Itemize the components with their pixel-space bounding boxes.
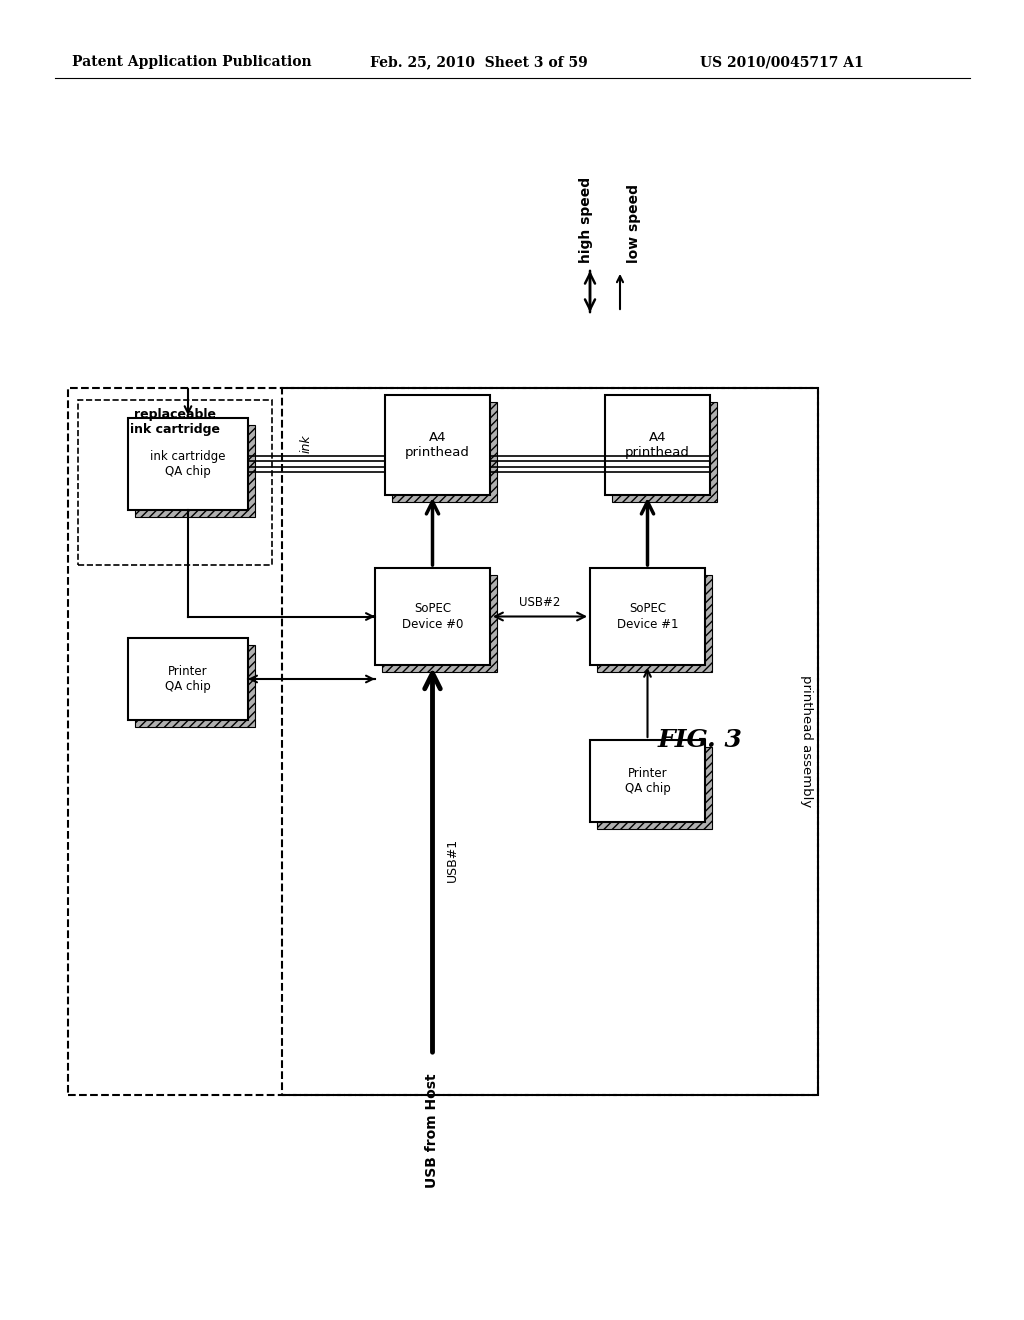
Bar <box>282 388 818 1096</box>
Bar <box>597 747 712 829</box>
Bar <box>375 568 490 665</box>
Bar <box>78 400 272 565</box>
Bar <box>382 576 497 672</box>
Text: low speed: low speed <box>627 183 641 263</box>
Text: US 2010/0045717 A1: US 2010/0045717 A1 <box>700 55 864 69</box>
Bar <box>128 638 248 719</box>
Text: SoPEC
Device #0: SoPEC Device #0 <box>401 602 463 631</box>
Bar <box>597 576 712 672</box>
Bar <box>128 418 248 510</box>
Text: USB#2: USB#2 <box>519 597 561 609</box>
Bar <box>385 395 490 495</box>
Bar <box>590 568 705 665</box>
Text: Printer
QA chip: Printer QA chip <box>165 665 211 693</box>
Text: Patent Application Publication: Patent Application Publication <box>72 55 311 69</box>
Text: A4
printhead: A4 printhead <box>625 432 690 459</box>
Text: USB from Host: USB from Host <box>426 1073 439 1188</box>
Text: printhead assembly: printhead assembly <box>800 676 812 808</box>
Text: Printer
QA chip: Printer QA chip <box>625 767 671 795</box>
Bar <box>135 645 255 727</box>
Bar <box>590 741 705 822</box>
Text: high speed: high speed <box>579 177 593 263</box>
Bar <box>612 403 717 502</box>
Bar <box>135 425 255 517</box>
Bar <box>68 388 818 1096</box>
Bar <box>605 395 710 495</box>
Text: USB#1: USB#1 <box>446 838 459 882</box>
Text: replaceable
ink cartridge: replaceable ink cartridge <box>130 408 220 436</box>
Text: ink: ink <box>300 434 313 453</box>
Text: FIG. 3: FIG. 3 <box>657 729 742 752</box>
Bar <box>392 403 497 502</box>
Text: Feb. 25, 2010  Sheet 3 of 59: Feb. 25, 2010 Sheet 3 of 59 <box>370 55 588 69</box>
Text: SoPEC
Device #1: SoPEC Device #1 <box>616 602 678 631</box>
Text: A4
printhead: A4 printhead <box>406 432 470 459</box>
Text: ink cartridge
QA chip: ink cartridge QA chip <box>151 450 225 478</box>
